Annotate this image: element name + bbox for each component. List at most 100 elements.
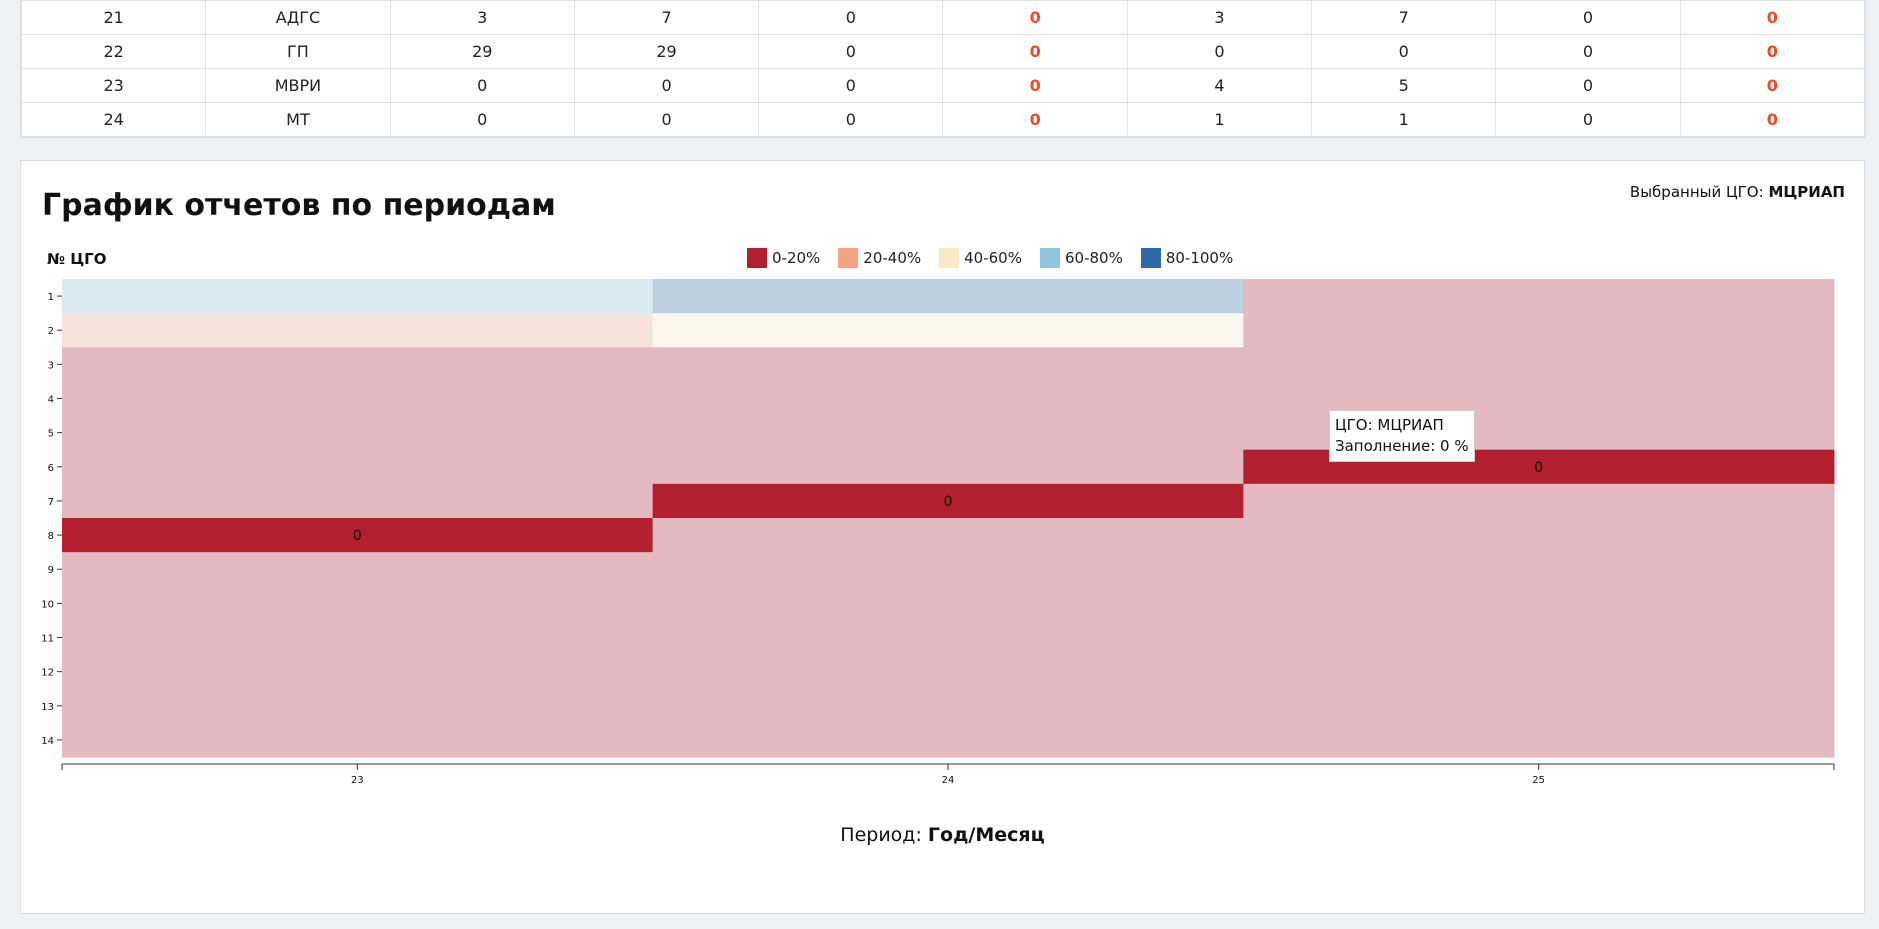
legend-swatch (939, 248, 960, 268)
table-cell: 29 (573, 34, 760, 69)
heatmap-cell (652, 688, 1244, 724)
legend: 0-20% 20-40% 40-60% 60-80% 80-100% (747, 247, 1251, 269)
y-tick-label: 9 (48, 565, 54, 576)
table-cell: 0 (389, 102, 575, 137)
heatmap-cell (652, 518, 1244, 553)
y-tick-label: 5 (48, 429, 54, 440)
table-cell: 0 (942, 68, 1128, 103)
chart-panel: График отчетов по периодам Выбранный ЦГО… (20, 160, 1865, 914)
selected-cgo: Выбранный ЦГО: МЦРИАП (1630, 183, 1845, 201)
selected-cgo-label: Выбранный ЦГО: (1629, 183, 1764, 201)
table-cell: 7 (1311, 0, 1497, 35)
table-cell: 3 (1126, 0, 1313, 35)
heatmap-cell (62, 381, 654, 417)
x-tick-label: 24 (942, 775, 955, 786)
legend-label: 0-20% (772, 249, 821, 267)
heatmap-cell (1243, 518, 1835, 553)
table-cell: 0 (1679, 102, 1866, 137)
table-row: 24 МТ 0 0 0 0 1 1 0 0 (20, 102, 1866, 137)
y-tick-label: 14 (41, 736, 54, 747)
legend-item: 0-20% (747, 248, 820, 268)
x-axis-label: Период: Год/Месяц (21, 824, 1864, 846)
heatmap-cell (62, 279, 654, 314)
heatmap-cell (1243, 552, 1835, 587)
table-cell: 0 (758, 102, 944, 137)
table-cell: 22 (20, 34, 207, 69)
x-axis-label-prefix: Период: (840, 824, 922, 846)
heatmap-cell (1243, 586, 1835, 621)
table-cell: 29 (389, 34, 575, 69)
table-cell: МВРИ (205, 68, 391, 103)
table-cell: 7 (573, 0, 760, 35)
heatmap-cell (652, 313, 1244, 348)
heatmap-cell-label: 0 (353, 528, 362, 544)
heatmap-cell (62, 654, 654, 690)
heatmap-cell (62, 518, 654, 553)
table-cell: 0 (573, 102, 760, 137)
table-cell: 0 (1126, 34, 1313, 69)
heatmap-cell-label: 0 (944, 494, 953, 510)
heatmap-cell (62, 313, 654, 348)
heatmap-cell (652, 415, 1244, 451)
heatmap-cell (1243, 313, 1835, 348)
heatmap-cell (62, 483, 654, 519)
chart-title: График отчетов по периодам (42, 188, 556, 223)
table-row: 21 АДГС 3 7 0 0 3 7 0 0 (20, 0, 1866, 35)
table-cell: 0 (389, 68, 575, 103)
table-cell: 23 (20, 68, 207, 103)
heatmap-cell (652, 449, 1244, 485)
table-row: 22 ГП 29 29 0 0 0 0 0 0 (20, 34, 1866, 69)
legend-label: 40-60% (964, 249, 1022, 267)
table-cell: 0 (758, 34, 944, 69)
y-tick-label: 8 (48, 531, 54, 542)
table-cell: АДГС (205, 0, 391, 35)
table-cell: 0 (758, 68, 944, 103)
y-axis-label: № ЦГО (47, 250, 107, 268)
y-tick-label: 11 (41, 634, 54, 645)
legend-item: 40-60% (939, 248, 1022, 268)
legend-item: 60-80% (1039, 248, 1123, 268)
legend-swatch (1039, 248, 1060, 268)
heatmap-cell (652, 552, 1244, 587)
table-cell: 0 (1495, 34, 1681, 69)
heatmap-cell (652, 381, 1244, 417)
heatmap-cell (1243, 279, 1835, 314)
y-tick-label: 4 (48, 395, 54, 406)
table-cell: 5 (1311, 68, 1497, 103)
table-cell: 0 (942, 34, 1128, 69)
heatmap-cell (652, 279, 1244, 314)
y-tick-label: 10 (41, 599, 54, 610)
y-tick-label: 13 (41, 702, 54, 713)
table-cell: 0 (573, 68, 760, 103)
table-row: 23 МВРИ 0 0 0 0 4 5 0 0 (20, 68, 1866, 103)
heatmap-cell (652, 483, 1244, 519)
heatmap-cell (62, 347, 654, 382)
heatmap-cell (62, 620, 654, 656)
heatmap-cell (652, 654, 1244, 690)
legend-swatch (1140, 248, 1161, 268)
table-cell: 0 (1679, 68, 1866, 103)
heatmap-cell (62, 722, 654, 758)
y-tick-label: 12 (41, 668, 54, 679)
table-cell: 24 (20, 102, 207, 137)
heatmap-cell (652, 722, 1244, 758)
y-tick-label: 2 (48, 326, 54, 337)
heatmap-cell (1243, 722, 1835, 758)
legend-label: 20-40% (863, 249, 922, 267)
legend-label: 60-80% (1064, 249, 1123, 267)
y-tick-label: 1 (48, 292, 54, 303)
tooltip-cgo: ЦГО: МЦРИАП (1335, 416, 1444, 434)
x-axis-label-value: Год/Месяц (927, 824, 1045, 846)
table-cell: 0 (1495, 68, 1681, 103)
stats-table: 21 АДГС 3 7 0 0 3 7 0 0 22 ГП 29 29 0 0 0 0 0 0 23 МВРИ 0 0 0 0 4 5… (20, 0, 1866, 137)
table-cell: 4 (1126, 68, 1313, 103)
tooltip-fill: Заполнение: 0 % (1335, 437, 1469, 455)
y-tick-label: 6 (48, 463, 54, 474)
x-tick-label: 25 (1532, 775, 1545, 786)
heatmap-cell (62, 415, 654, 451)
legend-item: 80-100% (1140, 248, 1233, 268)
table-cell: 0 (942, 0, 1128, 35)
table-cell: 0 (1679, 34, 1866, 69)
table-cell: 0 (758, 0, 944, 35)
